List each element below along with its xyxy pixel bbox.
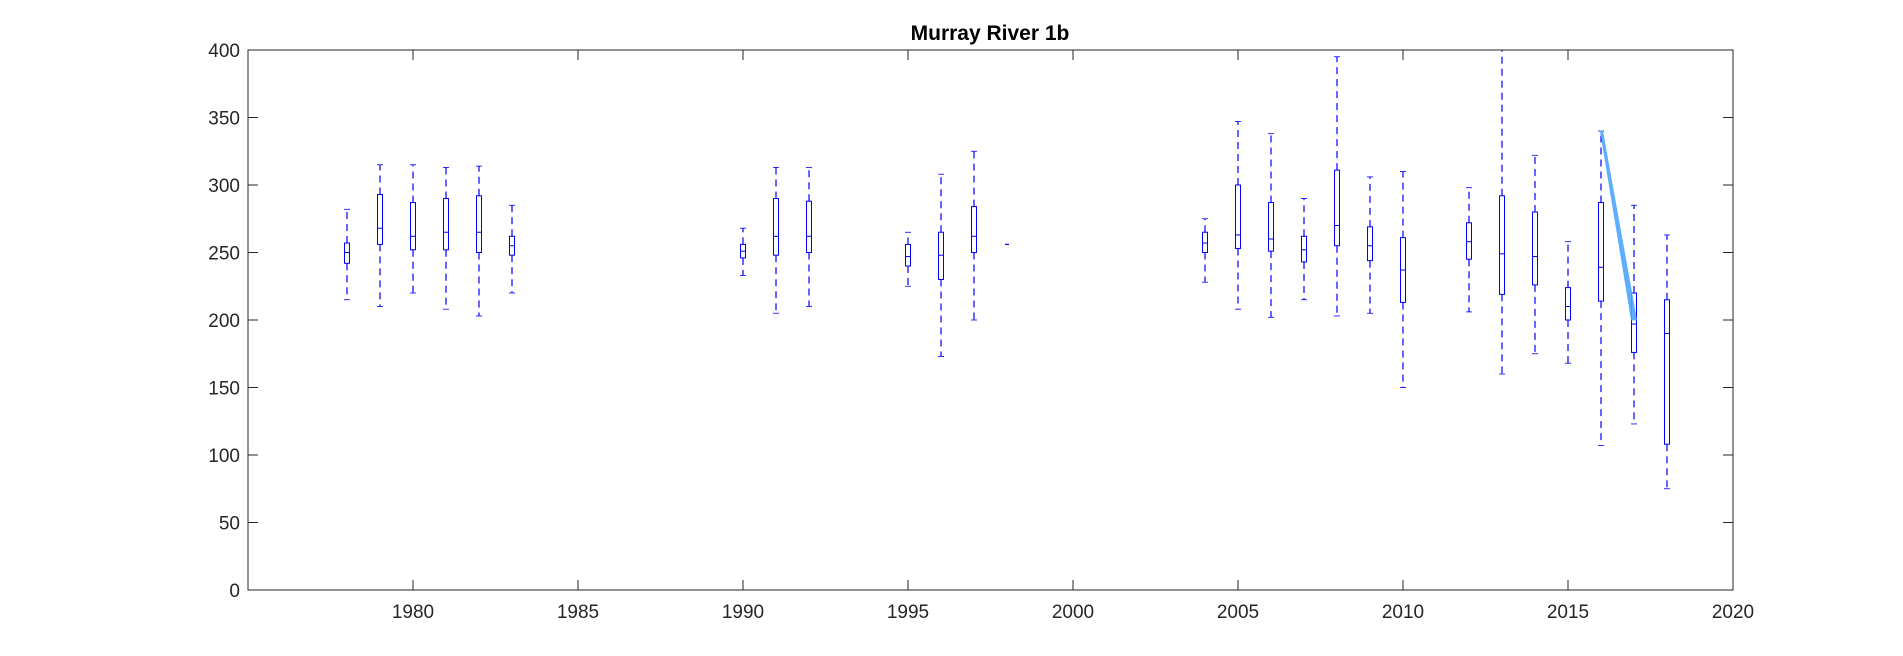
box-rect [1301,235,1307,263]
box-rect [1532,211,1538,286]
box-rect [443,198,449,251]
x-tick-label: 2020 [1712,602,1754,623]
box-2016 [1598,130,1604,446]
x-tick-label: 2010 [1382,602,1424,623]
x-tick-label: 1980 [392,602,434,623]
box-1978 [344,208,350,301]
box-rect [377,193,383,245]
x-tick-label: 1985 [557,602,599,623]
box-1990 [740,227,746,276]
box-rect [1268,202,1274,252]
y-tick-label: 0 [229,581,240,602]
box-2007 [1301,198,1307,301]
y-tick-label: 400 [208,41,240,62]
box-2018 [1664,234,1670,490]
box-1982 [476,165,482,317]
box-rect [1334,169,1340,247]
box-rect [1565,287,1571,321]
y-tick-label: 250 [208,244,240,265]
box-rect [1235,184,1241,249]
box-2009 [1367,176,1373,314]
y-axis: 0 50 100 150 200 250 300 350 400 [208,41,1733,602]
x-tick-label: 1995 [887,602,929,623]
box-2017 [1631,204,1637,425]
x-tick-label: 2005 [1217,602,1259,623]
box-1983 [509,204,515,294]
box-rect [410,202,416,251]
x-axis: 1980 1985 1990 1995 2000 2005 2010 2015 2020 [392,50,1754,623]
box-1979 [377,164,383,307]
y-tick-label: 300 [208,176,240,197]
box-rect [971,206,977,254]
box-rect [476,195,482,254]
box-rect [1202,231,1208,253]
box-rect [1499,195,1505,295]
box-1980 [410,164,416,294]
box-2004 [1202,218,1208,283]
box-2008 [1334,56,1340,317]
box-1981 [443,167,449,310]
box-rect [773,198,779,256]
box-2005 [1235,121,1241,310]
y-tick-label: 200 [208,311,240,332]
highlight-layer [1599,130,1638,321]
box-rect [1598,202,1604,302]
box-1997 [971,150,977,321]
y-tick-label: 350 [208,109,240,130]
y-tick-label: 100 [208,446,240,467]
box-rect [806,200,812,253]
y-tick-label: 50 [219,514,240,535]
highlight-segment [1599,130,1638,321]
box-2013 [1499,49,1505,375]
x-tick-label: 2000 [1052,602,1094,623]
box-2015 [1565,241,1571,364]
box-rect [1631,292,1637,353]
box-1991 [773,167,779,314]
box-rect [344,242,350,264]
box-rect [905,243,911,267]
box-rect [1664,299,1670,445]
box-1992 [806,167,812,307]
box-rect [938,231,944,280]
box-rect [1466,222,1472,260]
x-tick-label: 2015 [1547,602,1589,623]
y-tick-label: 150 [208,379,240,400]
box-2006 [1268,133,1274,318]
chart-title: Murray River 1b [911,22,1070,45]
x-tick-label: 1990 [722,602,764,623]
plot-frame [247,49,1734,591]
box-2010 [1400,171,1406,388]
box-2012 [1466,187,1472,313]
box-rect [1367,226,1373,262]
box-2014 [1532,154,1538,355]
boxes-layer [344,49,1670,490]
box-1996 [938,173,944,357]
box-1995 [905,231,911,287]
